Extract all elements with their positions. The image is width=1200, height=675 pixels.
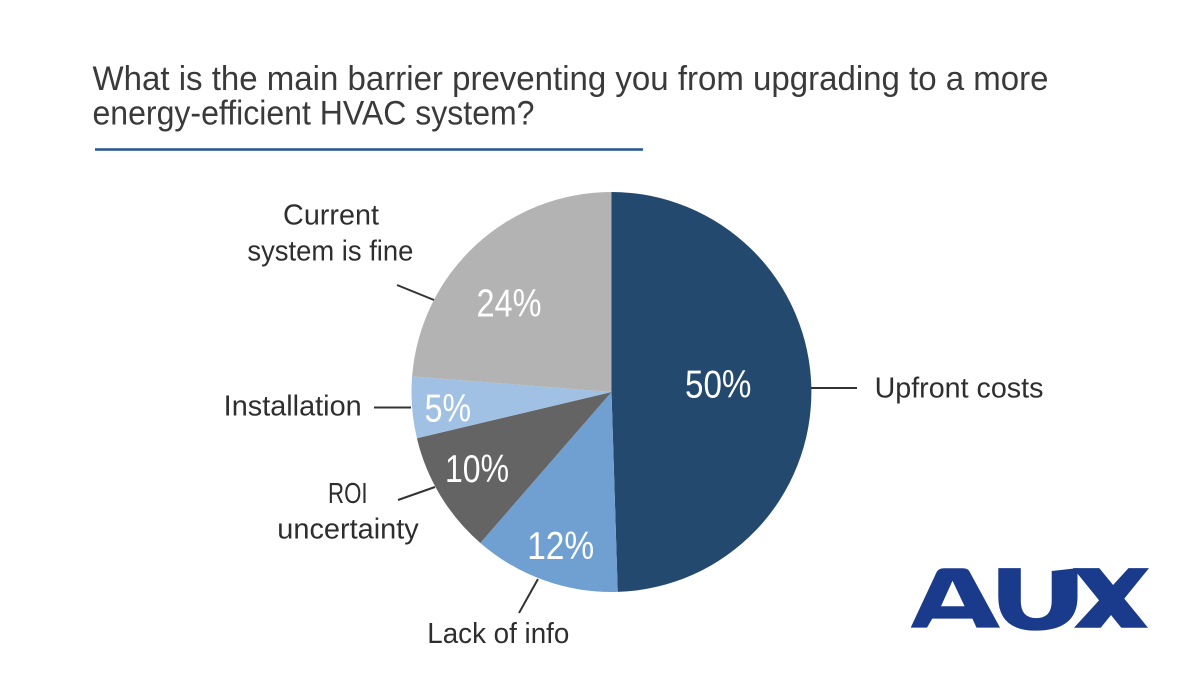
svg-text:50%: 50% — [685, 364, 751, 407]
svg-text:24%: 24% — [477, 283, 542, 326]
svg-text:5%: 5% — [425, 388, 471, 431]
svg-text:Lack of info: Lack of info — [427, 617, 569, 649]
svg-text:system is fine: system is fine — [247, 234, 413, 266]
svg-text:energy-efficient HVAC system?: energy-efficient HVAC system? — [93, 95, 535, 133]
svg-text:Upfront costs: Upfront costs — [875, 371, 1044, 403]
svg-text:What is the main barrier preve: What is the main barrier preventing you … — [93, 60, 1049, 98]
svg-text:Installation: Installation — [224, 389, 362, 421]
svg-text:10%: 10% — [445, 448, 509, 491]
svg-text:12%: 12% — [527, 525, 594, 568]
svg-text:Current: Current — [283, 199, 379, 231]
svg-text:uncertainty: uncertainty — [277, 513, 419, 545]
svg-text:ROI: ROI — [328, 477, 368, 509]
